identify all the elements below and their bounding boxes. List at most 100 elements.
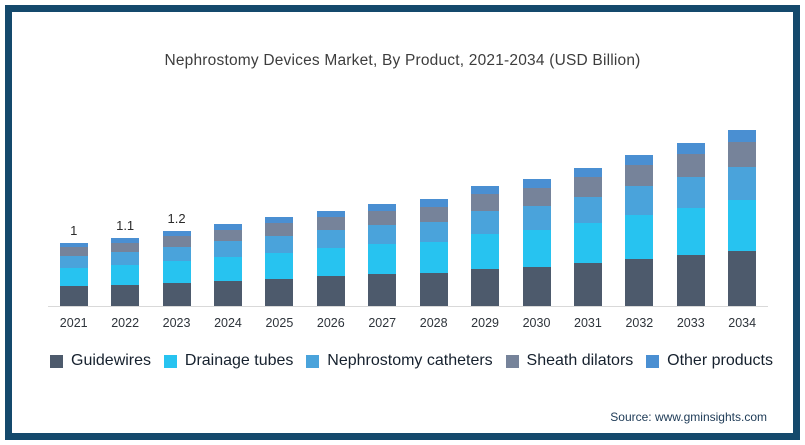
stacked-bar <box>265 217 294 306</box>
bar-segment-guidewires <box>676 255 705 306</box>
source-attribution: Source: www.gminsights.com <box>610 410 767 424</box>
chart-title: Nephrostomy Devices Market, By Product, … <box>164 52 641 69</box>
bar-segment-other-products <box>676 143 705 154</box>
bar-segment-drainage-tubes <box>676 208 705 255</box>
bar-segment-drainage-tubes <box>213 257 242 281</box>
bar-segment-guidewires <box>162 283 191 306</box>
bar-segment-drainage-tubes <box>368 244 397 274</box>
bar-segment-sheath-dilators <box>625 165 654 186</box>
legend-swatch <box>646 354 660 368</box>
frame-border <box>5 5 800 440</box>
legend-item-guidewires: Guidewires <box>50 352 151 370</box>
bar-segment-other-products <box>471 186 500 194</box>
stacked-bar <box>471 186 500 306</box>
x-axis-label: 2022 <box>111 316 140 330</box>
x-axis-label: 2029 <box>471 316 499 330</box>
x-axis-label: 2028 <box>419 316 448 330</box>
legend-item-nephrostomy-catheters: Nephrostomy catheters <box>306 352 493 370</box>
bar-segment-sheath-dilators <box>59 247 88 256</box>
bar-segment-nephrostomy-catheters <box>162 247 191 261</box>
bar-column-2030 <box>511 100 562 306</box>
legend: Guidewires Drainage tubes Nephrostomy cath… <box>50 352 773 370</box>
bar-segment-sheath-dilators <box>213 230 242 241</box>
x-axis-label: 2026 <box>316 316 345 330</box>
legend-swatch <box>163 354 177 368</box>
stacked-bar <box>625 155 654 306</box>
bar-segment-nephrostomy-catheters <box>368 225 397 244</box>
stacked-bar <box>213 224 242 306</box>
data-label: 1 <box>70 223 78 238</box>
bar-segment-guidewires <box>368 274 397 306</box>
bar-segment-other-products <box>265 217 294 223</box>
bar-segment-drainage-tubes <box>471 234 500 269</box>
bar-segment-guidewires <box>316 276 345 306</box>
bar-segment-nephrostomy-catheters <box>728 167 757 200</box>
bar-column-2025 <box>254 100 305 306</box>
bar-segment-nephrostomy-catheters <box>213 241 242 257</box>
bar-segment-sheath-dilators <box>522 188 551 206</box>
bar-segment-other-products <box>213 224 242 230</box>
stacked-bar <box>111 238 140 306</box>
bar-segment-sheath-dilators <box>419 207 448 222</box>
bar-segment-guidewires <box>265 279 294 306</box>
bars-row: 1 1.1 1.2 <box>48 100 768 306</box>
bar-segment-drainage-tubes <box>728 200 757 251</box>
x-axis-label: 2023 <box>162 316 191 330</box>
bar-segment-drainage-tubes <box>111 265 140 285</box>
bar-segment-nephrostomy-catheters <box>471 211 500 234</box>
bar-segment-other-products <box>522 179 551 188</box>
x-axis-label: 2025 <box>265 316 294 330</box>
bar-column-2032 <box>614 100 665 306</box>
bar-segment-other-products <box>419 199 448 207</box>
legend-label: Drainage tubes <box>184 352 294 369</box>
bar-segment-nephrostomy-catheters <box>676 177 705 208</box>
stacked-bar <box>522 179 551 306</box>
legend-label: Nephrostomy catheters <box>327 352 493 369</box>
bar-segment-guidewires <box>419 273 448 306</box>
bar-column-2031 <box>562 100 613 306</box>
bar-column-2021: 1 <box>48 100 99 306</box>
bar-segment-drainage-tubes <box>522 230 551 267</box>
x-axis-label: 2030 <box>522 316 551 330</box>
bar-segment-other-products <box>162 231 191 236</box>
legend-label: Guidewires <box>71 352 152 369</box>
legend-label: Other products <box>667 352 773 369</box>
x-axis-label: 2024 <box>214 316 242 330</box>
bar-segment-drainage-tubes <box>59 268 88 286</box>
bar-segment-other-products <box>728 130 757 142</box>
stacked-bar <box>419 199 448 306</box>
bar-segment-nephrostomy-catheters <box>573 197 602 223</box>
bar-column-2029 <box>459 100 510 306</box>
stacked-bar <box>368 204 397 306</box>
bar-segment-nephrostomy-catheters <box>625 186 654 215</box>
x-axis-label: 2034 <box>728 316 757 330</box>
bar-column-2026 <box>305 100 356 306</box>
bar-segment-drainage-tubes <box>625 215 654 259</box>
bar-segment-sheath-dilators <box>676 154 705 177</box>
bar-segment-guidewires <box>522 267 551 306</box>
stacked-bar <box>316 211 345 306</box>
plot-area: 1 1.1 1.2 2021 2022 2023 2024 2025 2026 2027 2028… <box>48 100 768 330</box>
stacked-bar <box>728 130 757 306</box>
bar-segment-sheath-dilators <box>162 236 191 247</box>
bar-segment-nephrostomy-catheters <box>522 206 551 230</box>
bar-segment-guidewires <box>728 251 757 306</box>
data-label: 1.1 <box>116 218 135 233</box>
bar-segment-guidewires <box>59 286 88 306</box>
bar-column-2034 <box>716 100 767 306</box>
bar-segment-drainage-tubes <box>162 261 191 283</box>
bar-segment-sheath-dilators <box>316 217 345 230</box>
bar-segment-sheath-dilators <box>265 223 294 236</box>
bar-segment-drainage-tubes <box>316 248 345 276</box>
x-axis-label: 2031 <box>574 316 602 330</box>
stacked-bar <box>162 231 191 306</box>
bar-segment-other-products <box>573 168 602 177</box>
bar-segment-sheath-dilators <box>573 177 602 197</box>
bar-column-2023: 1.2 <box>151 100 202 306</box>
legend-swatch <box>50 354 63 368</box>
bar-segment-other-products <box>111 238 140 243</box>
legend-item-drainage-tubes: Drainage tubes <box>163 352 294 370</box>
stacked-bar <box>573 168 602 306</box>
legend-label: Sheath dilators <box>526 352 634 369</box>
